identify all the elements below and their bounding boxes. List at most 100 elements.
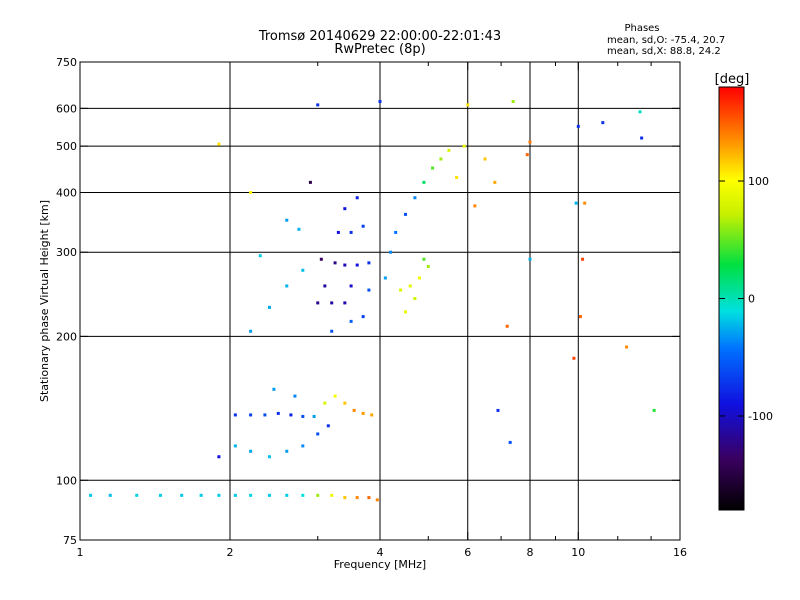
chart-title: Tromsø 20140629 22:00:00-22:01:43: [258, 29, 501, 44]
scatter-points: [89, 100, 656, 502]
data-point: [413, 297, 417, 301]
data-point: [378, 100, 382, 104]
data-point: [316, 103, 320, 107]
data-point: [508, 440, 512, 444]
data-point: [258, 254, 262, 258]
data-point: [217, 142, 221, 146]
data-point: [581, 257, 585, 261]
data-point: [249, 190, 253, 194]
data-point: [483, 157, 487, 161]
data-point: [333, 261, 337, 265]
data-point: [343, 496, 347, 500]
data-point: [422, 257, 426, 261]
y-axis-label: Stationary phase Virtual Height [km]: [38, 200, 51, 402]
data-point: [466, 103, 470, 107]
data-point: [316, 432, 320, 436]
x-axis-label: Frequency [MHz]: [334, 558, 426, 571]
data-point: [323, 284, 327, 288]
data-point: [375, 498, 379, 502]
data-point: [361, 411, 365, 415]
data-point: [297, 227, 301, 231]
data-point: [108, 493, 112, 497]
data-point: [323, 401, 327, 405]
data-point: [455, 175, 459, 179]
phases-title: Phases: [624, 23, 659, 34]
data-point: [285, 493, 289, 497]
data-point: [355, 496, 359, 500]
data-point: [285, 218, 289, 222]
data-point: [267, 455, 271, 459]
data-point: [267, 493, 271, 497]
data-point: [217, 493, 221, 497]
y-axis-ticks: 75 100 200 300 400 500 600 750: [56, 56, 680, 547]
data-point: [319, 257, 323, 261]
data-point: [343, 401, 347, 405]
data-point: [249, 449, 253, 453]
data-point: [576, 124, 580, 128]
data-point: [330, 301, 334, 305]
x-tick-label: 2: [227, 546, 234, 559]
data-point: [301, 493, 305, 497]
chart-subtitle: RwPretec (8p): [334, 42, 425, 57]
colorbar-tick-label: -100: [748, 410, 773, 423]
data-point: [574, 201, 578, 205]
data-point: [263, 413, 267, 417]
data-point: [316, 493, 320, 497]
data-point: [233, 444, 237, 448]
grid-layer: [80, 62, 680, 540]
x-tick-label: 8: [527, 546, 534, 559]
data-point: [439, 157, 443, 161]
data-point: [572, 356, 576, 360]
data-point: [336, 230, 340, 234]
data-point: [330, 329, 334, 333]
data-point: [343, 263, 347, 267]
data-point: [301, 414, 305, 418]
data-point: [640, 136, 644, 140]
data-point: [312, 414, 316, 418]
y-tick-label: 200: [56, 330, 77, 343]
data-point: [217, 455, 221, 459]
data-point: [511, 100, 515, 104]
data-point: [233, 413, 237, 417]
data-point: [413, 196, 417, 200]
y-tick-label: 75: [63, 534, 77, 547]
data-point: [249, 329, 253, 333]
data-point: [403, 212, 407, 216]
data-point: [233, 493, 237, 497]
data-point: [285, 449, 289, 453]
data-point: [462, 144, 466, 148]
data-point: [601, 121, 605, 125]
x-tick-label: 10: [571, 546, 585, 559]
data-point: [367, 261, 371, 265]
data-point: [528, 257, 532, 261]
data-point: [267, 305, 271, 309]
data-point: [408, 284, 412, 288]
data-point: [473, 204, 477, 208]
data-point: [308, 180, 312, 184]
data-point: [343, 301, 347, 305]
data-point: [583, 201, 587, 205]
phases-mean-x: mean, sd,X: 88.8, 24.2: [607, 46, 721, 57]
y-tick-label: 500: [56, 140, 77, 153]
colorbar-tick-label: 0: [748, 293, 755, 306]
data-point: [361, 224, 365, 228]
colorbar-title: [deg]: [715, 72, 750, 87]
data-point: [383, 276, 387, 280]
data-point: [578, 315, 582, 319]
data-point: [355, 263, 359, 267]
data-point: [370, 413, 374, 417]
y-tick-label: 600: [56, 102, 77, 115]
phases-mean-o: mean, sd,O: -75.4, 20.7: [607, 35, 725, 46]
data-point: [180, 493, 184, 497]
data-point: [652, 408, 656, 412]
data-point: [367, 496, 371, 500]
y-tick-label: 300: [56, 246, 77, 259]
data-point: [301, 444, 305, 448]
x-tick-label: 4: [377, 546, 384, 559]
x-axis-ticks: 1 2 4 6 8 10 16: [77, 62, 687, 559]
data-point: [528, 140, 532, 144]
data-point: [403, 310, 407, 314]
data-point: [505, 324, 509, 328]
data-point: [89, 493, 93, 497]
